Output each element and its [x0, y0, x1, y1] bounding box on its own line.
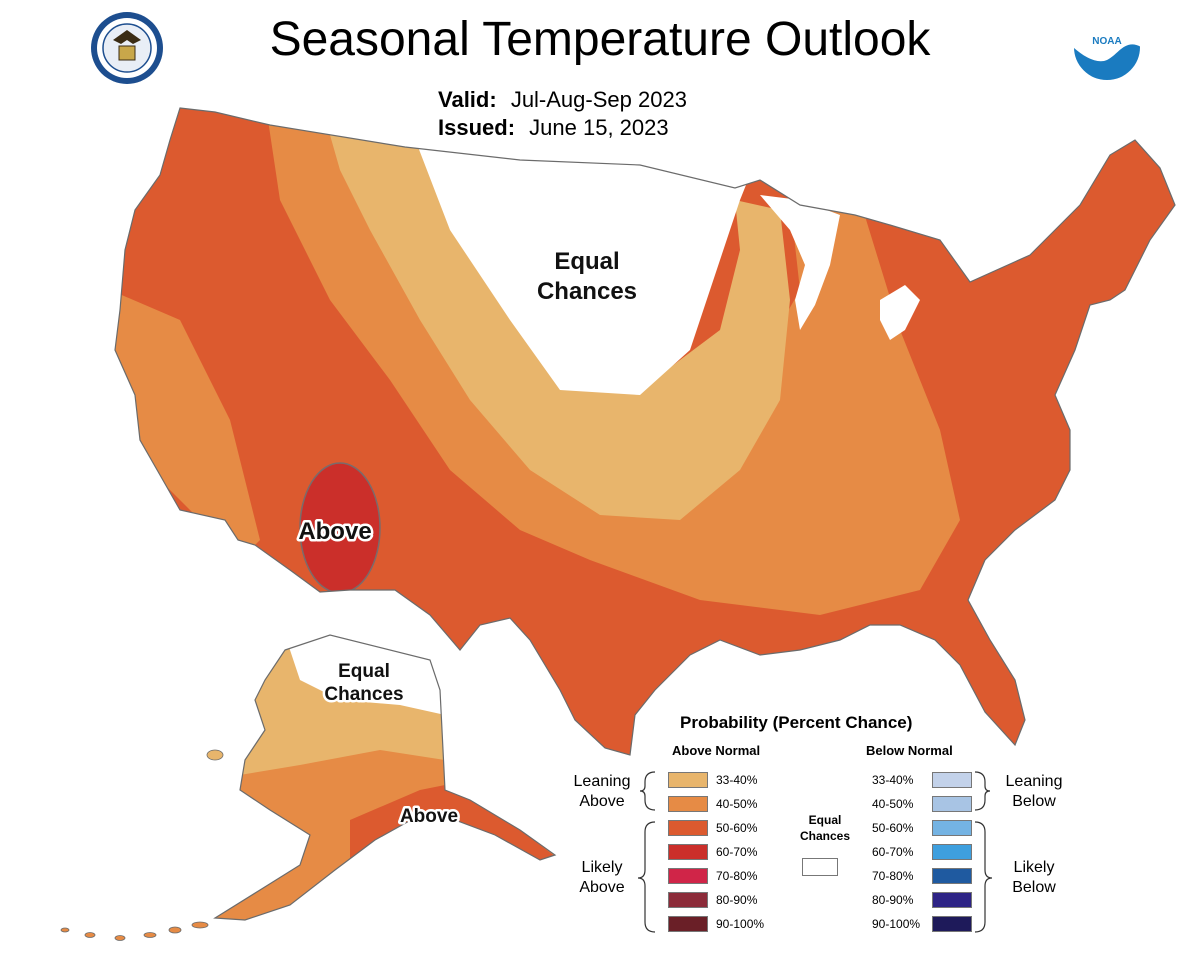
legend-above-swatch [668, 916, 708, 932]
legend-equal-chances-line1: Equal [808, 813, 842, 827]
island [114, 935, 126, 941]
alaska-above-label: Above [400, 806, 458, 827]
legend-leaning-above: Leaning Above [560, 772, 644, 812]
island [191, 921, 209, 929]
legend-above-label: 33-40% [716, 773, 758, 787]
legend-above-swatch [668, 892, 708, 908]
island [84, 932, 96, 938]
legend-below-swatch [932, 844, 972, 860]
legend-likely-above: Likely Above [560, 858, 644, 898]
legend-below-header: Below Normal [866, 743, 953, 758]
legend-likely-below-line1: Likely [1013, 859, 1055, 876]
alaska-region [215, 635, 555, 920]
brace-likely-below [974, 821, 993, 933]
legend-equal-chances-label: Equal Chances [785, 812, 865, 844]
lake-huron [880, 285, 920, 340]
conus-33-40-zone [320, 108, 790, 520]
legend-above-label: 70-80% [716, 869, 758, 883]
legend-below-swatch [932, 820, 972, 836]
noaa-logo-icon: NOAA [1072, 12, 1142, 82]
legend-above-label: 80-90% [716, 893, 758, 907]
alaska-equal-chances-label: Equal [338, 661, 390, 682]
brace-likely-above [637, 821, 656, 933]
legend-equal-chances-line2: Chances [799, 829, 851, 843]
legend-above-swatch [668, 844, 708, 860]
noaa-logo-text: NOAA [1092, 36, 1121, 47]
legend-below-swatch [932, 892, 972, 908]
issued-value: June 15, 2023 [529, 115, 669, 140]
legend-likely-below-line2: Below [1012, 879, 1056, 896]
issued-label: Issued: [438, 115, 516, 140]
alaska-equal-chances-label-2: Chances [324, 684, 403, 705]
conus-equal-chances-label: Equal [554, 248, 619, 275]
legend-leaning-above-line2: Above [579, 793, 625, 810]
legend-likely-above-line2: Above [579, 879, 625, 896]
legend-below-swatch [932, 916, 972, 932]
legend-above-swatch [668, 868, 708, 884]
legend-below-swatch [932, 772, 972, 788]
conus-equal-chances-label-2: Chances [537, 278, 637, 305]
conus-region [115, 108, 1175, 755]
issued-line: Issued: June 15, 2023 [438, 115, 669, 141]
legend-leaning-above-line1: Leaning [573, 773, 631, 790]
legend-leaning-below: Leaning Below [992, 772, 1076, 812]
legend-below-label: 33-40% [872, 773, 914, 787]
alaska-outline [213, 634, 557, 921]
legend-likely-above-line1: Likely [581, 859, 623, 876]
brace-leaning-above [639, 771, 656, 811]
valid-value: Jul-Aug-Sep 2023 [510, 87, 687, 112]
legend-above-swatch [668, 820, 708, 836]
legend-above-swatch [668, 772, 708, 788]
island [168, 926, 182, 934]
legend-above-label: 50-60% [716, 821, 758, 835]
legend-title: Probability (Percent Chance) [680, 713, 913, 732]
conus-40-50-zone [265, 108, 960, 615]
brace-leaning-below [974, 771, 991, 811]
legend-above-label: 40-50% [716, 797, 758, 811]
page-title: Seasonal Temperature Outlook [269, 13, 931, 66]
island [60, 927, 70, 933]
legend-below-label: 60-70% [872, 845, 914, 859]
lake-michigan [760, 195, 840, 330]
legend-below-label: 90-100% [872, 917, 921, 931]
doc-seal-icon [91, 12, 163, 84]
legend-likely-below: Likely Below [992, 858, 1076, 898]
island [143, 932, 157, 938]
legend-above-label: 90-100% [716, 917, 765, 931]
legend-leaning-below-line1: Leaning [1005, 773, 1063, 790]
legend-leaning-below-line2: Below [1012, 793, 1056, 810]
valid-label: Valid: [438, 87, 497, 112]
conus-outline [114, 107, 1176, 756]
legend-braces [637, 771, 993, 933]
island [206, 749, 224, 761]
legend-below-label: 80-90% [872, 893, 914, 907]
legend-above-header: Above Normal [672, 743, 761, 758]
california-40-50-zone [115, 290, 260, 560]
valid-line: Valid: Jul-Aug-Sep 2023 [438, 87, 687, 113]
legend-above-label: 60-70% [716, 845, 758, 859]
legend-below-swatch [932, 868, 972, 884]
legend-below-label: 70-80% [872, 869, 914, 883]
conus-above-label: Above [298, 518, 371, 545]
legend-below-label: 40-50% [872, 797, 914, 811]
legend-equal-chances-swatch [802, 858, 838, 876]
legend-below-label: 50-60% [872, 821, 914, 835]
legend-above-swatch [668, 796, 708, 812]
legend-below-swatch [932, 796, 972, 812]
aleutian-islands [60, 749, 224, 941]
